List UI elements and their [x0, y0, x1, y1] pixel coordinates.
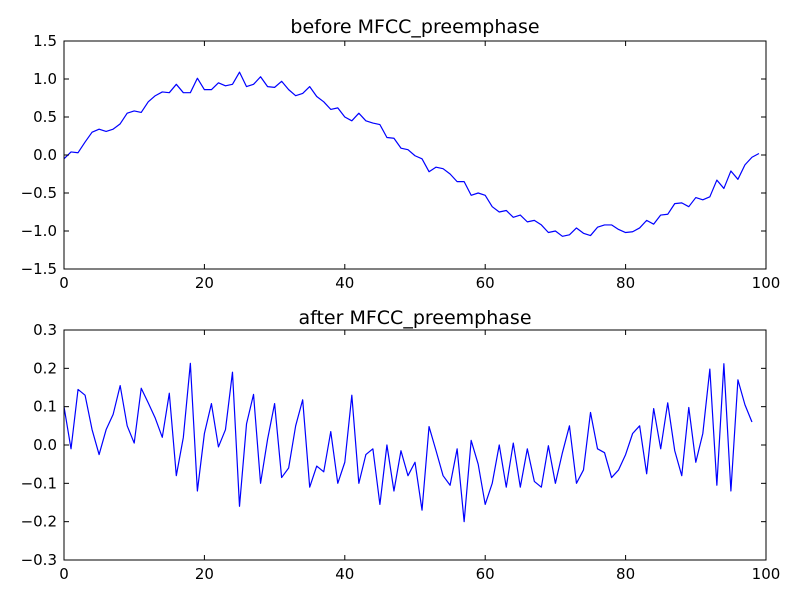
x-tick-label: 100 [752, 274, 781, 292]
y-tick-label: −1.5 [21, 260, 57, 278]
y-tick-label: −1.0 [21, 222, 57, 240]
x-tick-label: 40 [335, 274, 354, 292]
y-tick-label: −0.5 [21, 184, 57, 202]
y-tick-label: 0.0 [33, 436, 57, 454]
x-tick-label: 80 [616, 274, 635, 292]
chart-before-preemphasis: before MFCC_preemphase 0 20 40 60 80 100 −1.5 −… [21, 16, 781, 292]
y-tick-label: −0.3 [21, 551, 57, 569]
x-tick-label: 0 [59, 565, 69, 583]
y-tick-label: 0.5 [33, 108, 57, 126]
y-tick-label: 0.3 [33, 321, 57, 339]
y-tick-label: 0.0 [33, 146, 57, 164]
y-tick-label: −0.1 [21, 474, 57, 492]
series-line [63, 362, 753, 523]
x-tick-label: 40 [335, 565, 354, 583]
x-tick-label: 20 [195, 565, 214, 583]
x-tick-label: 100 [752, 565, 781, 583]
y-tick-label: 1.5 [33, 32, 57, 50]
y-tick-label: 0.2 [33, 359, 57, 377]
y-tick-label: 0.1 [33, 398, 57, 416]
x-tick-label: 60 [476, 274, 495, 292]
x-tick-label: 20 [195, 274, 214, 292]
chart-title: after MFCC_preemphase [298, 307, 531, 329]
x-tick-label: 0 [59, 274, 69, 292]
chart-title: before MFCC_preemphase [290, 16, 539, 38]
y-tick-label: −0.2 [21, 513, 57, 531]
x-tick-label: 60 [476, 565, 495, 583]
x-tick-label: 80 [616, 565, 635, 583]
chart-after-preemphasis: after MFCC_preemphase 0 20 40 60 80 100 −0.3 −0… [21, 307, 781, 583]
y-tick-label: 1.0 [33, 70, 57, 88]
series-line [63, 71, 760, 237]
